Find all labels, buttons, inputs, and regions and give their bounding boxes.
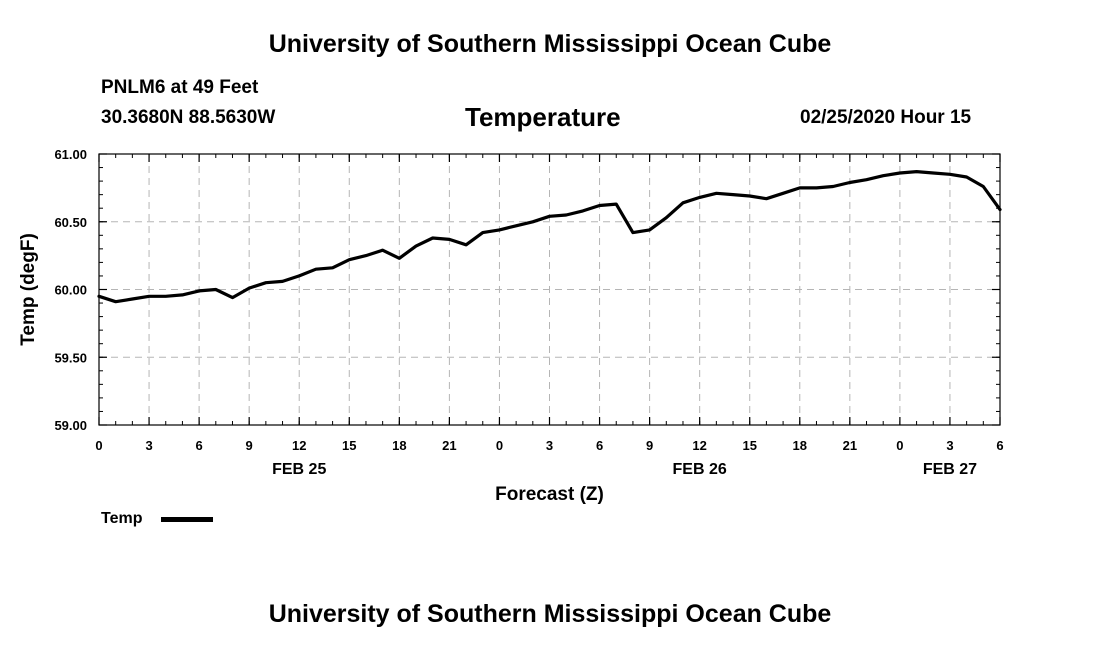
x-tick-label: 3 (145, 438, 152, 453)
x-tick-label: 9 (246, 438, 253, 453)
x-tick-label: 0 (496, 438, 503, 453)
y-tick-label: 59.00 (54, 418, 87, 433)
x-day-label: FEB 26 (673, 461, 727, 478)
x-tick-label: 15 (742, 438, 756, 453)
x-tick-label: 15 (342, 438, 356, 453)
x-tick-label: 0 (95, 438, 102, 453)
y-tick-label: 59.50 (54, 350, 87, 365)
temp-series-line (97, 170, 1002, 304)
x-tick-label: 6 (996, 438, 1003, 453)
x-tick-label: 21 (442, 438, 456, 453)
x-tick-label: 9 (646, 438, 653, 453)
station-coordinates: 30.3680N 88.5630W (101, 107, 276, 128)
x-tick-label: 3 (546, 438, 553, 453)
x-tick-label: 0 (896, 438, 903, 453)
footer-title: University of Southern Mississippi Ocean… (268, 600, 832, 628)
header-title: University of Southern Mississippi Ocean… (268, 30, 832, 58)
x-tick-label: 18 (793, 438, 807, 453)
x-tick-label: 6 (596, 438, 603, 453)
x-axis-label: Forecast (Z) (495, 484, 604, 505)
y-axis-label: Temp (degF) (18, 233, 39, 346)
x-tick-label: 12 (292, 438, 306, 453)
y-tick-label: 61.00 (54, 147, 87, 162)
station-name: PNLM6 at 49 Feet (101, 77, 259, 98)
x-tick-label: 6 (195, 438, 202, 453)
x-tick-label: 12 (692, 438, 706, 453)
x-tick-label: 3 (946, 438, 953, 453)
legend-label: Temp (101, 510, 143, 527)
y-tick-label: 60.50 (54, 215, 87, 230)
forecast-run-time: 02/25/2020 Hour 15 (800, 107, 972, 128)
y-tick-label: 60.00 (54, 283, 87, 298)
x-tick-label: 21 (843, 438, 857, 453)
x-tick-label: 18 (392, 438, 406, 453)
chart-title: Temperature (465, 102, 621, 132)
x-day-label: FEB 27 (923, 461, 977, 478)
legend-swatch (161, 517, 213, 522)
x-day-label: FEB 25 (272, 461, 326, 478)
